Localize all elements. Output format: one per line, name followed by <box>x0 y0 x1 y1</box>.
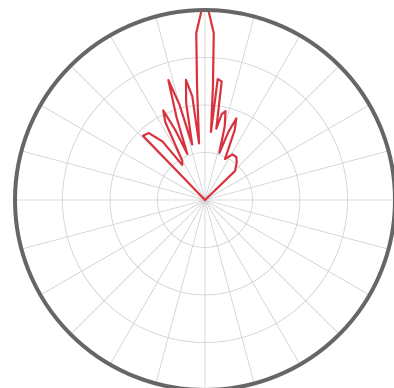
series-layer <box>141 8 238 202</box>
angular-gridline-9 <box>204 199 340 335</box>
angular-gridline-16 <box>40 199 206 296</box>
angular-gridline-11 <box>204 199 255 384</box>
angular-gridline-2 <box>204 35 301 201</box>
angular-gridline-7 <box>204 199 389 250</box>
angular-gridline-1 <box>204 16 255 201</box>
angular-gridline-4 <box>204 104 370 201</box>
angular-gridline-13 <box>155 199 206 384</box>
angular-gridline-20 <box>40 104 206 201</box>
angular-gridline-8 <box>204 199 370 296</box>
grid-layer <box>15 10 394 388</box>
angular-gridline-15 <box>70 199 206 335</box>
angular-gridline-10 <box>204 199 301 365</box>
frame-layer <box>13 8 394 388</box>
outer-frame-circle <box>13 8 394 388</box>
angular-gridline-5 <box>204 150 389 201</box>
angular-gridline-19 <box>21 150 206 201</box>
angular-gridline-17 <box>21 199 206 250</box>
angular-gridline-22 <box>109 35 206 201</box>
angular-gridline-14 <box>109 199 206 365</box>
series-line-1 <box>141 8 238 202</box>
